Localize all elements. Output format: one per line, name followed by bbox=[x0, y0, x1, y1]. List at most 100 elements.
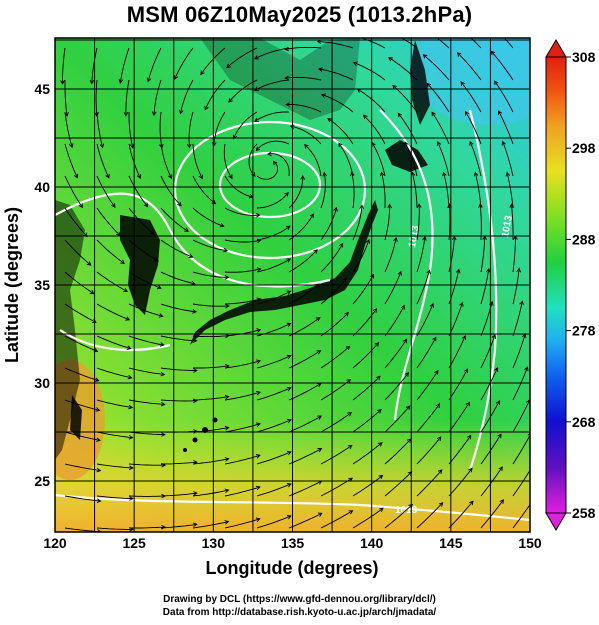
streamline bbox=[371, 142, 386, 177]
streamline bbox=[192, 207, 224, 227]
streamline bbox=[256, 355, 291, 369]
streamline-arrow bbox=[494, 80, 499, 86]
streamline bbox=[256, 161, 279, 180]
x-tick-label: 150 bbox=[518, 535, 542, 551]
streamline-arrow bbox=[272, 160, 278, 166]
streamline bbox=[64, 303, 97, 323]
streamline bbox=[96, 431, 133, 439]
streamline bbox=[423, 54, 450, 81]
streamline-arrow bbox=[478, 203, 483, 208]
streamline-arrow bbox=[404, 371, 410, 377]
streamline bbox=[512, 503, 530, 529]
streamline-arrow bbox=[123, 112, 129, 117]
streamline-arrow bbox=[342, 277, 347, 283]
streamline bbox=[416, 436, 442, 465]
streamline-arrow bbox=[377, 408, 382, 414]
streamline bbox=[285, 46, 322, 50]
streamline bbox=[128, 335, 164, 346]
x-tick-label: 140 bbox=[360, 535, 384, 551]
streamline-arrow bbox=[309, 213, 314, 219]
streamline bbox=[320, 207, 337, 241]
streamline bbox=[512, 434, 530, 465]
y-tick-label: 35 bbox=[34, 277, 50, 293]
streamline-arrow bbox=[460, 81, 465, 87]
streamline bbox=[388, 57, 418, 81]
streamline-arrow bbox=[154, 257, 160, 262]
streamline bbox=[224, 518, 260, 529]
streamline-arrow bbox=[256, 359, 262, 364]
x-tick-label: 125 bbox=[122, 535, 146, 551]
streamline bbox=[384, 471, 413, 497]
streamline-arrow bbox=[320, 93, 326, 98]
streamline-arrow bbox=[193, 491, 198, 496]
streamline-arrow bbox=[376, 375, 381, 381]
colorbar-tick-label: 268 bbox=[572, 414, 596, 430]
streamline bbox=[192, 271, 229, 278]
streamline-arrow bbox=[387, 203, 392, 209]
colorbar-tick-label: 298 bbox=[572, 140, 596, 156]
streamline-arrow bbox=[285, 225, 291, 231]
streamline bbox=[469, 141, 482, 177]
streamline bbox=[119, 47, 130, 83]
streamline-arrow bbox=[224, 394, 230, 400]
streamline-arrow bbox=[143, 202, 149, 208]
streamline bbox=[506, 172, 514, 209]
streamline-arrow bbox=[344, 311, 349, 317]
streamline bbox=[320, 243, 344, 273]
streamline bbox=[256, 451, 292, 465]
streamline bbox=[460, 81, 482, 113]
streamline bbox=[351, 172, 355, 209]
streamline-arrow bbox=[129, 143, 135, 149]
streamline bbox=[96, 111, 104, 148]
streamline-arrow bbox=[192, 309, 198, 314]
streamline bbox=[443, 172, 450, 209]
streamline-arrow bbox=[255, 422, 261, 427]
streamline bbox=[512, 268, 520, 305]
coastlines bbox=[55, 38, 430, 460]
streamline bbox=[480, 268, 490, 305]
streamline-arrow bbox=[491, 334, 497, 339]
streamline-arrow bbox=[393, 237, 398, 242]
streamline-arrow bbox=[255, 454, 261, 459]
streamline bbox=[431, 112, 450, 145]
streamline-arrow bbox=[228, 174, 233, 180]
streamline-arrow bbox=[429, 302, 434, 308]
streamline bbox=[416, 270, 430, 305]
streamline bbox=[256, 483, 292, 497]
streamline-arrow bbox=[200, 70, 205, 76]
streamline bbox=[128, 431, 165, 436]
streamline bbox=[512, 366, 528, 401]
streamline-arrow bbox=[348, 510, 354, 515]
streamline-arrow bbox=[232, 134, 238, 140]
streamline-arrow bbox=[286, 322, 292, 327]
streamline-arrow bbox=[378, 474, 384, 480]
streamline bbox=[470, 38, 482, 49]
streamline-arrow bbox=[315, 317, 321, 322]
streamline-arrow bbox=[193, 429, 198, 434]
streamline bbox=[384, 204, 391, 241]
streamline bbox=[285, 76, 322, 81]
streamline bbox=[128, 399, 165, 405]
streamline-arrow bbox=[146, 77, 152, 83]
streamline-arrow bbox=[225, 303, 230, 309]
plot-frame bbox=[54, 37, 531, 533]
streamline bbox=[128, 239, 159, 262]
streamline bbox=[256, 515, 292, 529]
streamline-arrow bbox=[266, 151, 272, 157]
streamline-arrow bbox=[333, 206, 338, 212]
streamline bbox=[416, 469, 443, 497]
streamline bbox=[96, 335, 131, 350]
streamline-arrow bbox=[89, 79, 95, 85]
streamline-arrow bbox=[193, 368, 198, 373]
streamline bbox=[224, 360, 261, 369]
streamline bbox=[125, 79, 130, 116]
streamline-arrow bbox=[359, 204, 364, 210]
y-tick-label: 45 bbox=[34, 81, 50, 97]
streamline bbox=[457, 52, 482, 81]
streamline-arrow bbox=[501, 140, 507, 146]
streamline-arrow bbox=[455, 268, 461, 274]
streamline-arrow bbox=[442, 171, 447, 177]
streamline-arrow bbox=[192, 522, 198, 528]
streamline-arrow bbox=[405, 405, 411, 410]
streamline bbox=[288, 283, 320, 305]
